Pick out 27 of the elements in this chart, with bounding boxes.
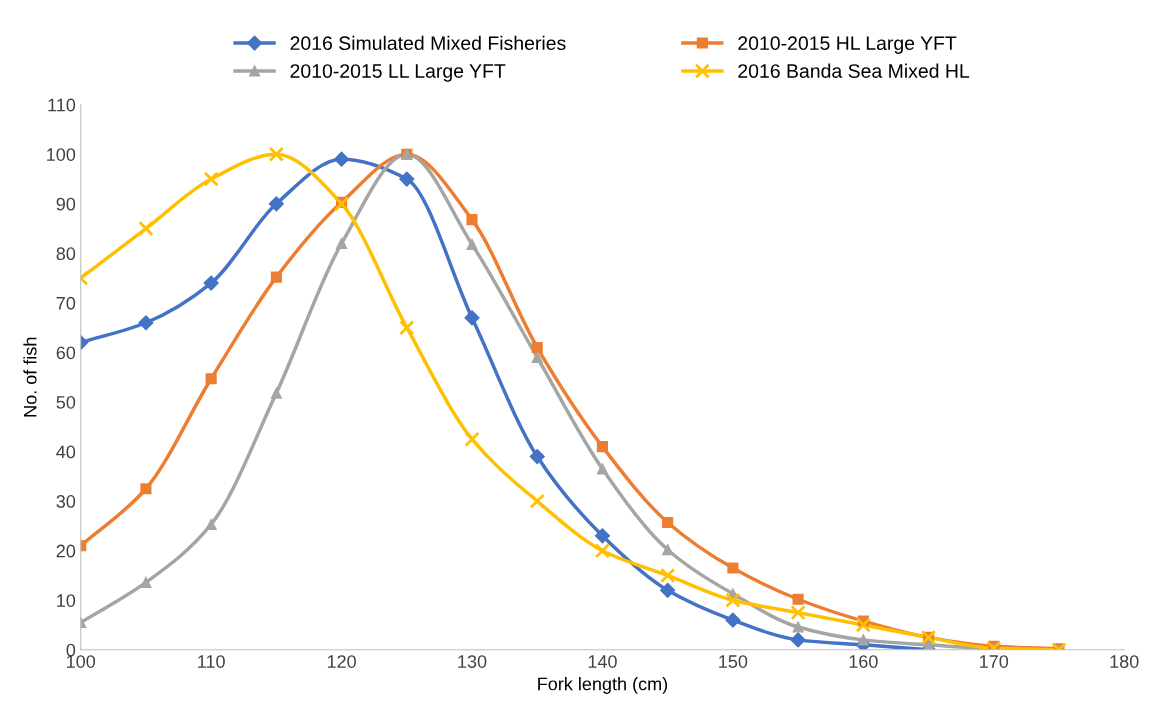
legend-label: 2010-2015 LL Large YFT [290, 64, 506, 82]
y-tick-label: 50 [56, 395, 76, 409]
y-tick-label: 40 [56, 445, 76, 459]
legend-label: 2016 Banda Sea Mixed HL [738, 63, 970, 78]
y-tick-label: 60 [56, 346, 76, 360]
y-tick-label: 80 [56, 247, 76, 261]
y-tick-label: 30 [56, 495, 76, 508]
y-tick-label: 70 [56, 296, 76, 310]
x-tick-label: 130 [458, 655, 487, 668]
y-tick-label: 100 [47, 148, 76, 161]
x-axis-title: Fork length (cm) [538, 677, 668, 694]
y-tick-label: 0 [66, 643, 76, 657]
legend-label: 2016 Simulated Mixed Fisheries [290, 35, 566, 51]
x-tick-label: 150 [719, 655, 748, 668]
y-tick-label: 10 [57, 594, 76, 607]
y-tick-label: 90 [56, 197, 76, 211]
y-axis-title: No. of fish [23, 337, 37, 417]
y-tick-label: 20 [56, 544, 76, 558]
x-tick-label: 140 [588, 655, 617, 668]
y-tick-label: 110 [48, 98, 76, 112]
x-tick-label: 160 [849, 655, 878, 668]
x-tick-label: 120 [327, 655, 356, 668]
x-tick-label: 170 [980, 655, 1009, 668]
x-tick-label: 100 [67, 655, 96, 668]
x-tick-label: 180 [1110, 655, 1139, 668]
legend-label: 2010-2015 HL Large YFT [738, 36, 957, 54]
x-tick-label: 110 [198, 655, 225, 668]
